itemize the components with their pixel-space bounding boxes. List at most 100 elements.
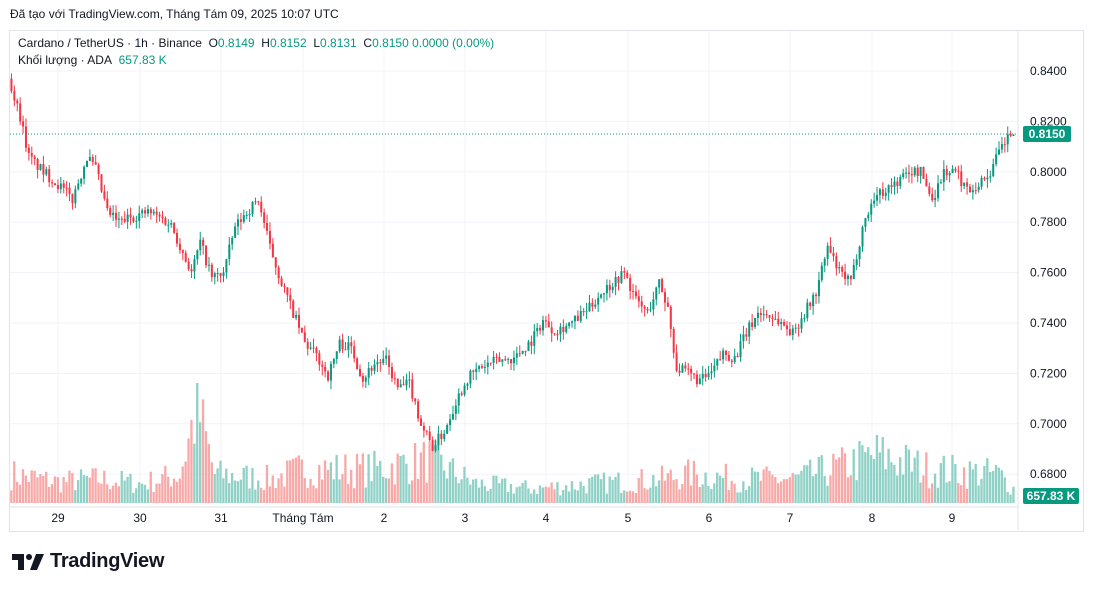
volume-bar xyxy=(562,490,565,503)
volume-bar xyxy=(620,492,623,503)
volume-bar xyxy=(896,475,899,503)
volume-bar xyxy=(315,488,318,503)
candle-body xyxy=(495,356,498,358)
volume-bar xyxy=(887,448,890,503)
volume-bar xyxy=(1006,491,1009,503)
volume-bar xyxy=(248,488,251,503)
volume-bar xyxy=(384,478,388,503)
volume-bar xyxy=(149,471,152,503)
candle-body xyxy=(925,178,928,187)
volume-bar xyxy=(193,443,196,503)
volume-bar xyxy=(829,475,832,503)
candle-body xyxy=(963,182,966,186)
y-tick-label: 0.7200 xyxy=(1030,366,1067,380)
volume-bar xyxy=(257,480,260,503)
candle-body xyxy=(178,243,181,251)
candle-body xyxy=(54,183,57,185)
volume-bar xyxy=(852,449,855,503)
candle-body xyxy=(480,366,484,368)
candle-body xyxy=(344,349,347,351)
volume-bar xyxy=(698,486,701,503)
volume-bar xyxy=(791,473,794,503)
candle-body xyxy=(507,359,510,361)
volume-bar xyxy=(297,455,301,503)
candle-body xyxy=(286,287,289,295)
volume-bar xyxy=(294,457,298,503)
candle-body xyxy=(791,328,794,335)
candle-body xyxy=(434,445,437,451)
candle-body xyxy=(306,341,309,349)
volume-bar xyxy=(826,485,829,503)
volume-bar xyxy=(625,491,629,503)
volume-bar xyxy=(678,489,681,503)
candle-body xyxy=(582,310,585,312)
candle-body xyxy=(913,167,916,176)
candle-body xyxy=(1003,144,1006,146)
candle-body xyxy=(309,347,312,349)
high-label: H xyxy=(261,36,270,50)
candle-body xyxy=(260,201,263,213)
volume-bar xyxy=(951,454,954,503)
volume-bar xyxy=(431,444,434,503)
candle-body xyxy=(977,186,980,191)
volume-bar xyxy=(893,464,896,503)
candle-body xyxy=(573,315,576,322)
volume-bar xyxy=(440,454,443,503)
candle-body xyxy=(672,328,675,353)
volume-bar xyxy=(486,490,489,503)
volume-bar xyxy=(939,463,942,503)
volume-bar xyxy=(501,478,504,503)
candle-body xyxy=(486,362,489,367)
volume-bar xyxy=(727,489,730,503)
candle-body xyxy=(928,186,931,194)
volume-bar xyxy=(779,481,783,503)
volume-bar xyxy=(689,485,693,503)
volume-bar xyxy=(94,468,97,503)
candle-body xyxy=(126,214,129,222)
candle-body xyxy=(341,339,344,350)
volume-label[interactable]: Khối lượng · ADA xyxy=(18,53,112,67)
volume-bar xyxy=(637,477,640,503)
candle-body xyxy=(617,277,620,283)
candle-body xyxy=(292,300,295,318)
volume-bar xyxy=(242,467,245,503)
volume-bar xyxy=(989,472,992,503)
volume-bar xyxy=(655,486,658,503)
symbol-label[interactable]: Cardano / TetherUS · 1h · Binance xyxy=(18,36,202,50)
candle-body xyxy=(318,353,321,365)
volume-bar xyxy=(402,454,405,503)
volume-bar xyxy=(599,479,603,503)
tradingview-brand[interactable]: TradingView xyxy=(12,550,164,573)
volume-tag xyxy=(1023,488,1079,504)
candle-body xyxy=(263,212,266,223)
candle-body xyxy=(338,339,341,352)
volume-bar xyxy=(306,487,309,503)
candle-body xyxy=(777,318,780,325)
candle-body xyxy=(919,166,922,177)
volume-bar xyxy=(872,458,876,503)
candle-body xyxy=(707,373,710,378)
candle-body xyxy=(890,185,893,187)
candle-body xyxy=(666,302,669,307)
candle-body xyxy=(652,299,655,310)
candle-body xyxy=(867,214,870,219)
volume-bar xyxy=(65,482,68,503)
candle-body xyxy=(661,279,664,293)
candle-body xyxy=(222,272,225,277)
volume-bar xyxy=(962,467,966,503)
candle-body xyxy=(393,378,396,380)
volume-bar xyxy=(582,485,585,503)
volume-bar xyxy=(1012,486,1015,503)
candle-body xyxy=(303,332,306,342)
candle-body xyxy=(637,296,640,302)
volume-bar xyxy=(68,470,71,503)
volume-bar xyxy=(36,477,39,503)
volume-bar xyxy=(695,474,698,503)
candle-body xyxy=(39,164,42,171)
candle-body xyxy=(910,174,913,176)
candle-body xyxy=(19,103,22,122)
volume-bar xyxy=(254,489,257,503)
volume-bar xyxy=(126,476,129,503)
volume-bar xyxy=(16,481,19,503)
